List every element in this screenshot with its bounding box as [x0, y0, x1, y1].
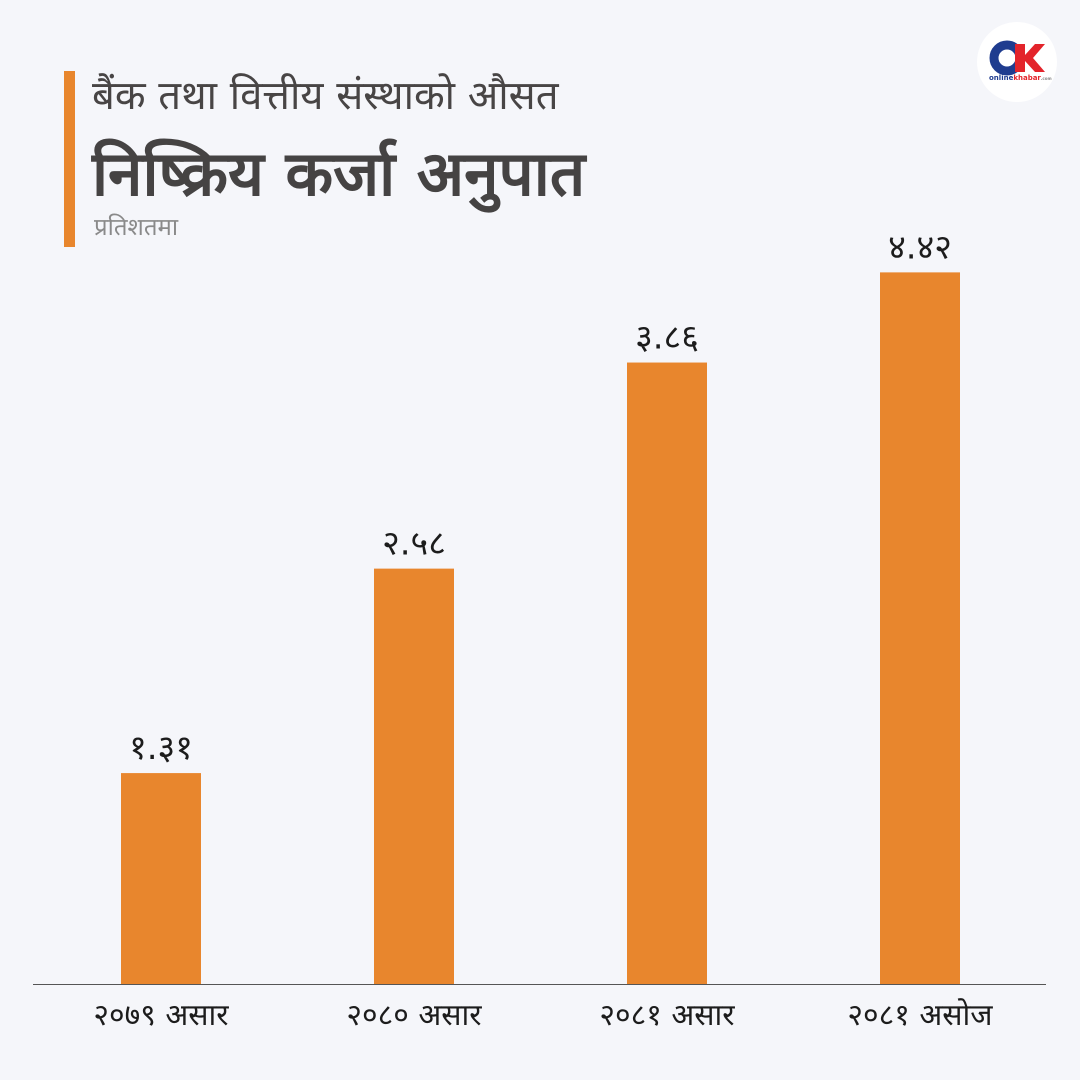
x-tick-label: २०८१ असोज [847, 998, 993, 1033]
bar-value-label: २.५८ [382, 524, 446, 564]
chart-subtitle: प्रतिशतमा [94, 213, 179, 241]
bar-value-label: ४.४२ [888, 227, 952, 267]
x-tick-label: २०७९ असार [93, 998, 229, 1033]
bar-value-label: ३.८६ [635, 318, 699, 358]
x-tick-label: २०८० असार [346, 998, 482, 1033]
bar-1 [374, 568, 454, 984]
chart-title-line1: बैंक तथा वित्तीय संस्थाको औसत [92, 73, 559, 119]
chart-title-line2: निष्क्रिय कर्जा अनुपात [92, 137, 586, 210]
bar-value-label: १.३१ [129, 728, 193, 768]
onlinekhabar-logo: onlinekhabar.com [977, 22, 1057, 102]
bar-0 [121, 773, 201, 984]
bar-3 [880, 272, 960, 984]
title-accent-bar [64, 71, 75, 247]
logo-wordmark: onlinekhabar.com [989, 74, 1052, 82]
x-tick-label: २०८१ असार [599, 998, 735, 1033]
bar-2 [627, 362, 707, 984]
